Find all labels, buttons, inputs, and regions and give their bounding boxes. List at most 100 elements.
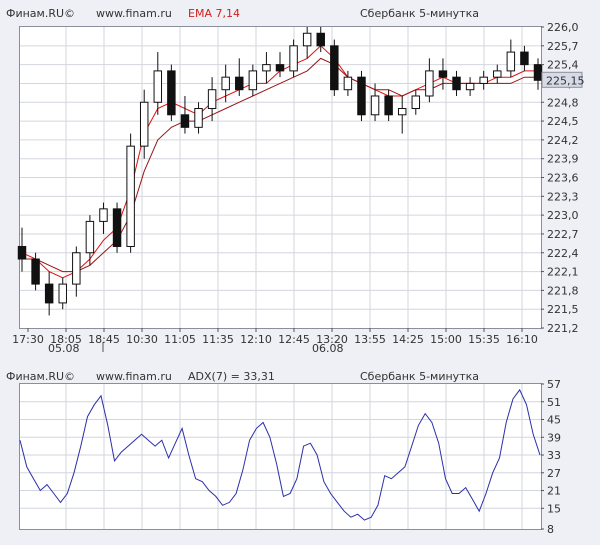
price-y-tick-label: 221,2 [547,322,579,335]
adx-y-tick-label: 45 [547,414,561,427]
adx-y-tick-label: 33 [547,449,561,462]
price-candle [520,45,529,71]
candle-body [72,252,81,285]
bottom-brand-label: Финам.RU© [6,370,75,383]
price-candle [397,95,407,134]
price-y-tick-label: 223,3 [547,190,579,203]
candle-body [235,76,244,91]
price-candle [207,77,217,122]
candle-body [465,82,475,91]
price-y-tick-label: 221,5 [547,303,579,316]
candle-body [370,95,380,116]
price-x-tick-label: 15:35 [468,333,500,346]
candle-body [330,45,339,91]
candle-body [85,220,95,254]
price-candle [85,215,95,266]
adx-plot-area [19,383,542,530]
price-candle [153,52,163,115]
price-candle [194,102,203,134]
candle-body [343,76,353,91]
adx-y-tick-label: 21 [547,485,561,498]
candle-body [438,70,448,78]
candle-body [167,70,176,116]
candle-body [411,95,421,110]
top-chart-title: Сбербанк 5-минутка [360,7,479,20]
price-x-tick-label: 18:45 [88,333,120,346]
price-candle [479,70,488,90]
price-candle [180,95,190,134]
candle-body [180,114,190,128]
candle-body [275,64,285,72]
date-label-2: 06.08 [312,342,344,355]
price-candle [493,64,502,84]
price-y-tick-label: 224,2 [547,134,579,147]
price-candle [384,89,393,122]
price-y-tick-label: 222,4 [547,247,579,260]
candle-body [112,208,122,247]
price-y-axis: 226,0225,7225,4225,1224,8224,5224,2223,9… [541,21,579,335]
price-candle [411,89,421,115]
price-candle [112,202,122,253]
candle-body [58,283,67,304]
price-candle [275,52,285,78]
price-x-tick-label: 10:30 [126,333,158,346]
price-y-tick-label: 224,8 [547,96,579,109]
adx-y-tick-label: 27 [547,467,561,480]
candle-body [384,95,393,116]
price-x-tick-label: 12:10 [240,333,272,346]
price-candle [316,27,325,53]
candle-body [357,76,366,116]
price-candle [235,58,244,96]
price-candle [72,246,81,297]
top-site-label: www.finam.ru [96,7,172,20]
candle-body [289,45,298,72]
price-candle [248,64,258,96]
price-candle [425,58,434,103]
price-candle [330,39,339,96]
price-x-tick-label: 17:30 [12,333,44,346]
price-candle [31,252,40,291]
price-x-tick-label: 14:25 [392,333,424,346]
price-candle [357,70,366,122]
price-y-tick-label: 222,1 [547,266,579,279]
candle-body [452,76,461,91]
adx-y-axis: 57 51 45 39 33 27 21 15 8 [541,378,561,536]
price-candle [58,277,67,310]
last-price-box [541,71,583,88]
price-candle [289,39,298,78]
price-y-tick-label: 226,0 [547,21,579,34]
price-candle [262,52,271,84]
price-candle [139,89,149,159]
candle-body [506,51,516,72]
price-candle [506,39,516,78]
price-panel: 226,0225,7225,4225,1224,8224,5224,2223,9… [12,21,584,355]
price-candle [17,227,27,272]
candle-body [99,208,108,222]
last-price-label: 225,15 [546,74,585,87]
adx-y-tick-label: 8 [547,523,554,536]
price-y-tick-label: 223,9 [547,153,579,166]
candle-body [397,108,407,116]
price-candle [126,133,135,253]
price-y-tick-label: 225,4 [547,59,579,72]
candle-body [302,32,312,47]
price-x-tick-label: 16:10 [506,333,538,346]
price-x-tick-label: 18:05 [50,333,82,346]
bottom-site-label: www.finam.ru [96,370,172,383]
candle-body [207,89,217,110]
top-brand-label: Финам.RU© [6,7,75,20]
adx-y-tick-label: 15 [547,502,561,515]
price-candle [465,77,475,96]
price-candle [343,70,353,96]
adx-line [19,388,541,521]
price-y-tick-label: 223,0 [547,209,579,222]
price-x-tick-label: 12:45 [278,333,310,346]
bottom-chart-title: Сбербанк 5-минутка [360,370,479,383]
price-candle [302,27,312,59]
candle-body [17,245,27,260]
candle-body [479,76,488,84]
price-y-tick-label: 221,8 [547,284,579,297]
price-candle [370,83,380,122]
adx-y-tick-label: 39 [547,431,561,444]
price-x-tick-label: 15:00 [430,333,462,346]
